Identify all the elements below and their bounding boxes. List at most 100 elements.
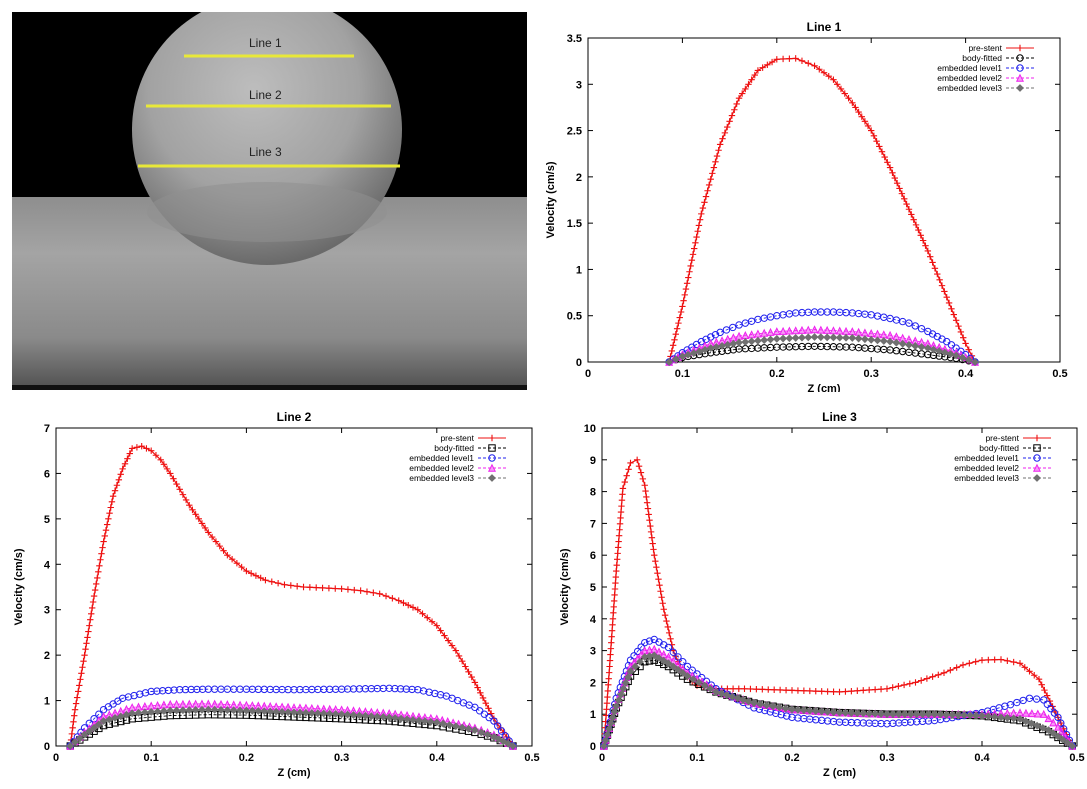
chart2-point — [124, 455, 131, 462]
chart1-ytick-label: 0.5 — [567, 311, 582, 323]
chart2-xtick-label: 0.2 — [239, 752, 254, 764]
chart1-point — [726, 118, 733, 125]
chart3-point — [936, 710, 945, 719]
chart2-point — [99, 544, 106, 551]
chart1-point — [791, 326, 800, 335]
chart3-point — [655, 654, 663, 662]
chart1-point — [929, 259, 936, 266]
chart2-point — [385, 713, 394, 722]
chart3-point — [1032, 695, 1041, 703]
chart2-point — [82, 646, 89, 653]
chart3-point — [1057, 727, 1066, 736]
chart3-point — [619, 684, 628, 693]
chart3-point — [984, 712, 993, 721]
chart2-point — [189, 506, 196, 513]
chart1-point — [745, 81, 752, 88]
chart3-point — [631, 662, 640, 671]
chart2-point — [179, 706, 187, 715]
chart2-point — [482, 699, 489, 707]
chart1-point — [705, 181, 713, 189]
chart3-point — [657, 588, 664, 595]
chart3-ytick-label: 1 — [590, 709, 596, 721]
chart3-point — [646, 517, 653, 524]
chart1-point — [892, 338, 901, 347]
chart1-point — [754, 336, 762, 345]
chart3-title: Line 3 — [822, 410, 857, 424]
chart3-point — [717, 689, 726, 698]
chart3-point — [871, 709, 880, 718]
chart3-point — [605, 675, 612, 682]
chart2-point — [488, 710, 495, 717]
chart2-point — [325, 709, 334, 718]
chart2-point — [432, 718, 441, 727]
chart2-point — [455, 652, 463, 660]
chart3-point — [990, 712, 999, 721]
chart1-point — [922, 242, 929, 249]
chart3-point — [608, 639, 615, 646]
chart2-point — [68, 730, 76, 738]
chart3-point — [674, 653, 682, 661]
chart3-point — [906, 710, 915, 719]
chart2-legend-marker — [488, 434, 496, 442]
chart2-point — [70, 718, 77, 725]
chart2-point — [71, 706, 79, 713]
chart2-point — [92, 580, 100, 588]
chart1-point — [892, 316, 901, 324]
chart1-point — [860, 335, 869, 344]
chart3-point — [900, 710, 909, 719]
chart1-point — [891, 174, 898, 182]
chart3-point — [935, 671, 942, 678]
chart1-xtick-label: 0.4 — [958, 368, 974, 380]
chart3-xtick-label: 0.3 — [879, 752, 894, 764]
chart3-point — [613, 561, 620, 569]
chart2-point — [370, 589, 377, 596]
chart2-point — [332, 585, 339, 592]
chart2-point — [391, 714, 400, 722]
chart3-point — [608, 633, 615, 640]
chart2-ytick-label: 0 — [44, 741, 50, 753]
chart2-point — [143, 445, 150, 452]
chart2-point — [193, 685, 201, 694]
chart3-point — [604, 693, 611, 701]
chart2-ytick-label: 3 — [44, 605, 50, 617]
chart1-point — [964, 355, 973, 364]
chart1-point — [829, 333, 838, 342]
chart3-point — [735, 685, 742, 692]
chart2-point — [80, 730, 89, 739]
chart3-ytick-label: 0 — [590, 741, 596, 753]
chart1-point — [919, 237, 927, 244]
chart3-ylabel: Velocity (cm/s) — [559, 548, 571, 625]
chart2-point — [307, 709, 316, 717]
chart3-xtick-label: 0 — [599, 752, 605, 764]
chart3-point — [669, 648, 677, 656]
chart3-legend-label: embedded level1 — [954, 453, 1019, 463]
chart1-point — [911, 342, 920, 350]
chart1-point — [805, 60, 812, 67]
chart2-point — [80, 658, 87, 665]
chart2-point — [153, 707, 162, 716]
chart2-point — [138, 442, 145, 450]
chart2-point — [159, 700, 168, 709]
chart1-point — [711, 330, 720, 339]
chart1-point — [960, 334, 967, 341]
chart3-point — [1047, 704, 1055, 713]
chart1-point — [772, 327, 781, 336]
chart3-legend-label: pre-stent — [985, 433, 1019, 443]
chart3-point — [608, 713, 617, 722]
chart1-point — [873, 137, 880, 145]
chart2-point — [385, 684, 393, 693]
chart3-point — [616, 526, 623, 533]
chart1-point — [698, 210, 705, 218]
chart2-point — [290, 708, 298, 717]
chart1-point — [672, 331, 679, 338]
chart3-point — [605, 681, 612, 689]
chart3-point — [1049, 718, 1058, 727]
chart3-point — [619, 485, 627, 492]
chart2-point — [128, 445, 136, 452]
chart3-point — [842, 688, 849, 695]
chart2-point — [485, 713, 493, 722]
chart3-point — [788, 705, 796, 714]
chart2-ytick-label: 2 — [44, 650, 50, 662]
chart3-point — [623, 472, 630, 479]
chart1-point — [816, 66, 823, 73]
